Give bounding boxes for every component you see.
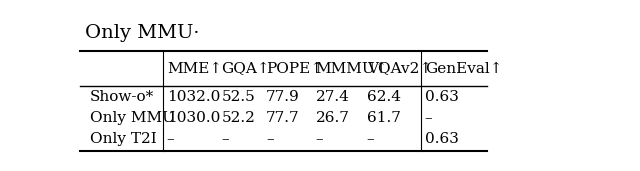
Text: Only MMU: Only MMU [90,111,175,125]
Text: Only T2I: Only T2I [90,132,157,146]
Text: 27.4: 27.4 [316,90,349,104]
Text: 62.4: 62.4 [367,90,401,104]
Text: –: – [221,132,229,146]
Text: 0.63: 0.63 [425,132,459,146]
Text: 1032.0: 1032.0 [167,90,220,104]
Text: 26.7: 26.7 [316,111,349,125]
Text: GQA↑: GQA↑ [221,62,270,76]
Text: –: – [266,132,274,146]
Text: 0.63: 0.63 [425,90,459,104]
Text: –: – [316,132,323,146]
Text: Only MMU·: Only MMU· [85,24,200,42]
Text: Show-o*: Show-o* [90,90,154,104]
Text: 52.5: 52.5 [221,90,255,104]
Text: –: – [167,132,175,146]
Text: 77.9: 77.9 [266,90,300,104]
Text: 61.7: 61.7 [367,111,401,125]
Text: –: – [425,111,433,125]
Text: 77.7: 77.7 [266,111,300,125]
Text: 1030.0: 1030.0 [167,111,220,125]
Text: GenEval↑: GenEval↑ [425,62,502,76]
Text: 52.2: 52.2 [221,111,255,125]
Text: POPE↑: POPE↑ [266,62,323,76]
Text: –: – [367,132,374,146]
Text: MME↑: MME↑ [167,62,222,76]
Text: MMMU↑: MMMU↑ [316,62,388,76]
Text: VQAv2↑: VQAv2↑ [367,62,432,76]
